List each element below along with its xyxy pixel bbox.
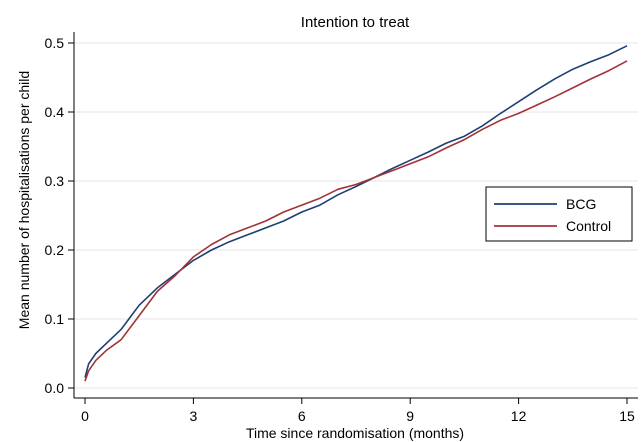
y-axis-label: Mean number of hospitalisations per chil… bbox=[16, 71, 32, 329]
y-tick-label: 0.2 bbox=[45, 242, 65, 258]
x-tick-label: 0 bbox=[81, 408, 89, 424]
y-tick-label: 0.5 bbox=[45, 35, 65, 51]
legend-label-bcg: BCG bbox=[566, 196, 596, 212]
x-axis-label: Time since randomisation (months) bbox=[246, 425, 464, 441]
legend-box bbox=[485, 186, 633, 242]
legend-items: BCG Control bbox=[494, 196, 611, 234]
legend: BCG Control bbox=[485, 186, 633, 242]
y-tick-label: 0.1 bbox=[45, 311, 65, 327]
y-ticks: 0.0 0.1 0.2 0.3 0.4 0.5 bbox=[45, 35, 74, 396]
x-tick-label: 6 bbox=[298, 408, 306, 424]
y-tick-label: 0.0 bbox=[45, 380, 65, 396]
series-line-bcg bbox=[84, 45, 628, 378]
legend-label-control: Control bbox=[566, 218, 611, 234]
x-tick-label: 15 bbox=[619, 408, 635, 424]
x-ticks: 0 3 6 9 12 15 bbox=[81, 398, 635, 424]
gridlines bbox=[74, 42, 638, 389]
x-tick-label: 12 bbox=[511, 408, 527, 424]
y-tick-label: 0.3 bbox=[45, 173, 65, 189]
x-tick-label: 3 bbox=[190, 408, 198, 424]
x-tick-label: 9 bbox=[406, 408, 414, 424]
series-line-control bbox=[84, 60, 628, 382]
series-lines bbox=[84, 45, 628, 382]
chart-title: Intention to treat bbox=[301, 14, 410, 31]
y-tick-label: 0.4 bbox=[45, 104, 65, 120]
